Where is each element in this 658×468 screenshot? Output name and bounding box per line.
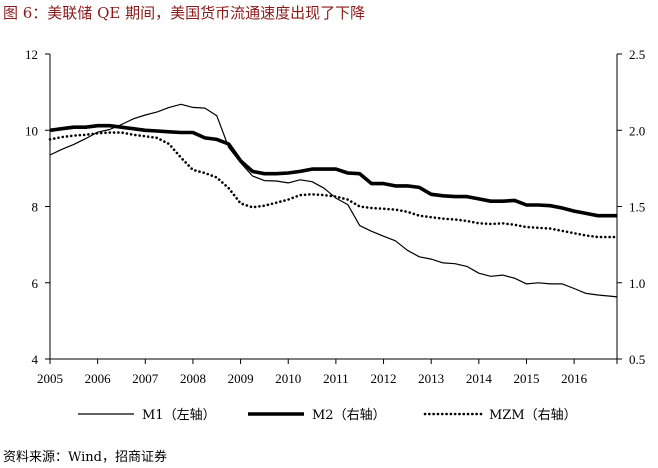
chart-legend: M1（左轴） M2（右轴） MZM（右轴） [78,408,577,423]
series-line-0 [49,103,618,298]
legend-label-1: M2（右轴） [312,408,386,423]
left-y-tick-label: 8 [32,200,39,215]
chart-series-layer [48,103,619,298]
x-tick-label: 2012 [371,371,397,386]
figure-title: 图 6：美联储 QE 期间，美国货币流通速度出现了下降 [3,4,366,22]
left-y-tick-label: 6 [32,276,39,291]
right-y-tick-label: 1.5 [629,200,645,215]
legend-label-2: MZM（右轴） [489,408,577,423]
x-tick-label: 2011 [323,371,349,386]
x-tick-label: 2013 [418,371,444,386]
series-line-2 [48,131,619,239]
left-y-tick-label: 4 [32,352,39,367]
x-tick-label: 2014 [466,371,493,386]
x-tick-label: 2015 [513,371,539,386]
figure-source: 资料来源：Wind，招商证券 [3,450,167,465]
x-tick-label: 2010 [275,371,301,386]
right-y-tick-label: 2.5 [629,47,645,62]
x-tick-label: 2009 [228,371,254,386]
x-tick-label: 2007 [132,371,159,386]
x-tick-label: 2005 [37,371,63,386]
legend-label-0: M1（左轴） [142,408,216,423]
right-y-tick-label: 2.0 [629,123,645,138]
x-tick-label: 2008 [180,371,206,386]
right-y-tick-label: 0.5 [629,352,645,367]
right-y-tick-label: 1.0 [629,276,645,291]
chart-axes: 4 6 8 10 12 0.5 1.0 1.5 2.0 2.5 2005 2006 2007 2008 20… [25,47,645,386]
left-y-tick-label: 12 [25,47,38,62]
left-y-tick-label: 10 [25,123,38,138]
x-tick-label: 2016 [561,371,588,386]
x-tick-label: 2006 [85,371,112,386]
series-line-1 [49,123,617,218]
